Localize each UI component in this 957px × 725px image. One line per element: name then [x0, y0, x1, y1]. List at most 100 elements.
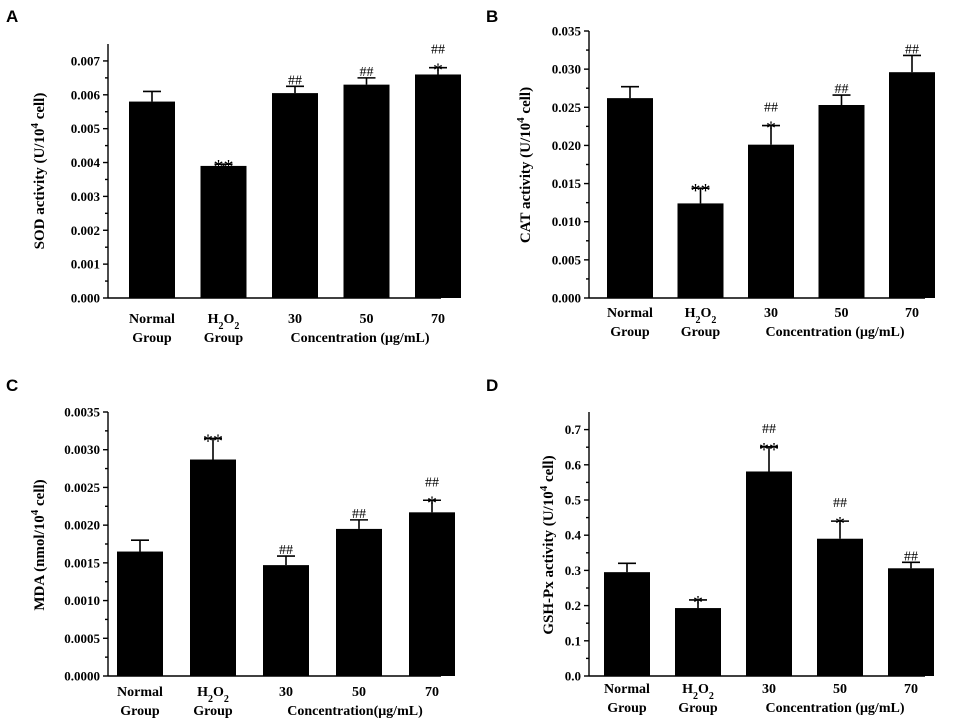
significance-hash: ##	[431, 43, 445, 58]
x-category-label: 30	[279, 685, 293, 700]
significance-hash: ##	[425, 475, 439, 490]
x-category-label: Normal	[604, 682, 650, 697]
y-tick-label: 0.003	[71, 189, 101, 204]
y-tick-label: 0.0	[565, 669, 581, 684]
significance-star: *	[766, 118, 776, 140]
bar-2	[190, 459, 236, 676]
x-category-label: H2O2	[197, 685, 229, 705]
x-category-label: H2O2	[685, 306, 717, 326]
bar-1	[129, 101, 175, 298]
bar-1	[604, 572, 650, 676]
x-concentration-label: Concentration (μg/mL)	[766, 701, 905, 716]
significance-hash: ##	[835, 82, 849, 97]
x-concentration-label: Concentration (μg/mL)	[291, 331, 430, 346]
x-category-label: Normal	[117, 685, 163, 700]
panel-letter: A	[6, 7, 18, 26]
bar-1	[607, 98, 653, 298]
y-tick-label: 0.025	[552, 100, 582, 115]
bar-2	[677, 203, 724, 298]
chart-panel-d: D 0.0 0.1 0.2 0.3 0.4 0.5 0.6 0.7 GSH-Px activity…	[486, 376, 934, 716]
y-tick-label: 0.002	[71, 223, 100, 238]
y-tick-label: 0.6	[565, 457, 582, 472]
bar-4	[343, 84, 390, 298]
x-category-label: Group	[610, 325, 650, 340]
y-axis-title: GSH-Px activity (U/104 cell)	[538, 455, 557, 634]
y-tick-label: 0.035	[552, 24, 582, 39]
significance-star: *	[693, 592, 703, 614]
significance-star: *	[433, 60, 443, 82]
x-category-label: Group	[607, 701, 647, 716]
y-tick-label: 0.4	[565, 528, 582, 543]
significance-star: **	[214, 156, 234, 178]
significance-star: *	[427, 492, 437, 514]
x-category-label: 30	[288, 312, 302, 327]
bar-5	[415, 74, 461, 298]
significance-hash: ##	[833, 496, 847, 511]
y-tick-label: 0.3	[565, 563, 582, 578]
x-category-label: 50	[835, 306, 849, 321]
y-tick-label: 0.1	[565, 633, 581, 648]
significance-hash: ##	[352, 507, 366, 522]
y-tick-label: 0.0000	[64, 669, 100, 684]
significance-hash: ##	[764, 101, 778, 116]
significance-star: *	[835, 513, 845, 535]
bar-3	[272, 93, 318, 299]
y-tick-label: 0.000	[552, 291, 581, 306]
x-concentration-label: Concentration(μg/mL)	[287, 704, 423, 719]
y-tick-label: 0.0015	[64, 555, 100, 570]
x-category-label: 70	[431, 312, 445, 327]
x-category-label: Normal	[129, 312, 175, 327]
y-tick-label: 0.007	[71, 53, 101, 68]
y-tick-label: 0.0020	[64, 518, 100, 533]
bar-2	[200, 165, 247, 298]
significance-hash: ##	[288, 73, 302, 88]
significance-hash: ##	[905, 42, 919, 57]
significance-hash: ##	[279, 543, 293, 558]
bar-5	[888, 568, 934, 676]
bar-2	[675, 608, 721, 676]
y-tick-label: 0.0005	[64, 631, 100, 646]
significance-hash: ##	[762, 422, 776, 437]
x-category-label: Group	[678, 701, 718, 716]
y-tick-label: 0.006	[71, 87, 101, 102]
y-tick-label: 0.010	[552, 214, 581, 229]
y-tick-label: 0.5	[565, 493, 582, 508]
y-tick-label: 0.7	[565, 422, 582, 437]
panel-letter: D	[486, 376, 498, 395]
x-category-label: 50	[352, 685, 366, 700]
bar-4	[818, 104, 865, 298]
x-category-label: 30	[762, 682, 776, 697]
bar-3	[748, 144, 794, 298]
x-category-label: 30	[764, 306, 778, 321]
x-category-label: Group	[120, 704, 160, 719]
panel-letter: B	[486, 7, 498, 26]
bar-5	[409, 512, 455, 676]
x-concentration-label: Concentration (μg/mL)	[766, 325, 905, 340]
bar-1	[117, 551, 163, 676]
y-tick-label: 0.2	[565, 598, 581, 613]
bar-5	[889, 72, 935, 299]
y-tick-label: 0.005	[552, 252, 582, 267]
x-category-label: Group	[132, 331, 172, 346]
significance-star: **	[759, 439, 779, 461]
x-category-label: H2O2	[682, 682, 714, 702]
significance-hash: ##	[360, 65, 374, 80]
y-tick-label: 0.000	[71, 291, 100, 306]
bar-3	[746, 471, 792, 676]
significance-star: **	[203, 430, 223, 452]
y-tick-label: 0.005	[71, 121, 101, 136]
x-category-label: Group	[204, 331, 244, 346]
x-category-label: Normal	[607, 306, 653, 321]
chart-panel-a: A 0.000 0.001 0.002 0.003 0.004 0.005 0.006 0.00…	[6, 7, 461, 346]
y-tick-label: 0.0030	[64, 442, 100, 457]
y-axis-title: MDA (nmol/104 cell)	[29, 479, 48, 610]
y-tick-label: 0.030	[552, 62, 581, 77]
x-category-label: 70	[425, 685, 439, 700]
x-category-label: H2O2	[208, 312, 240, 332]
bar-4	[817, 538, 863, 676]
x-category-label: 70	[905, 306, 919, 321]
y-tick-label: 0.0025	[64, 480, 100, 495]
y-tick-label: 0.020	[552, 138, 581, 153]
x-category-label: 50	[360, 312, 374, 327]
